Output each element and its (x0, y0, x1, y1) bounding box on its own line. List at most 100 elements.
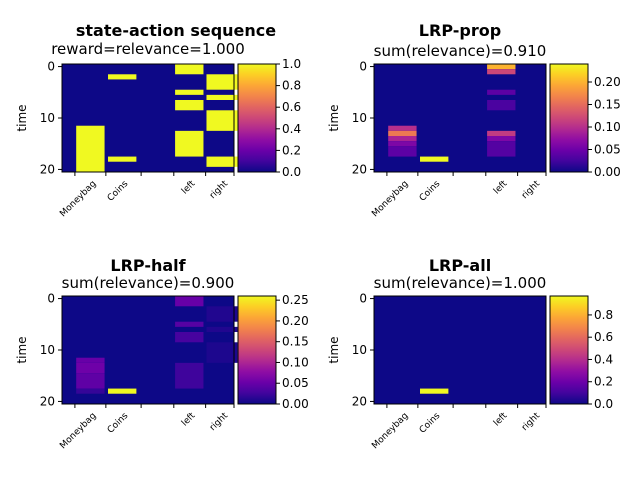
colorbar-tick-label: 0.20 (282, 314, 309, 328)
colorbar-tick-label: 0.00 (594, 165, 621, 179)
chart-subtitle: reward=relevance=1.000 (51, 40, 245, 58)
colorbar (549, 295, 589, 405)
heatmap-cell (76, 357, 105, 363)
heatmap-cell (487, 89, 516, 95)
x-tick-label: Coins (106, 411, 131, 436)
x-tick-label: Coins (418, 411, 443, 436)
y-tick-label: 10 (40, 343, 55, 357)
chart-subtitle: sum(relevance)=0.910 (374, 42, 547, 60)
heatmap-cell (175, 321, 204, 327)
x-tick-label: left (180, 411, 198, 429)
y-tick-label: 0 (359, 60, 367, 74)
colorbar-tick-label: 0.4 (282, 122, 301, 136)
x-tick-label: Coins (418, 179, 443, 204)
y-axis-label: time (327, 336, 341, 363)
heatmap-cell (388, 125, 417, 131)
y-axis-label: time (15, 336, 29, 363)
x-tick-label: left (492, 179, 510, 197)
heatmap-cell (108, 388, 137, 394)
x-tick-label: right (520, 179, 542, 201)
heatmap-cell (206, 326, 238, 332)
colorbar-tick-label: 1.0 (282, 57, 301, 71)
x-tick-label: left (180, 179, 198, 197)
chart-subtitle: sum(relevance)=0.900 (62, 274, 235, 292)
heatmap-cell (108, 156, 137, 162)
colorbar-tick-label: 0.0 (282, 165, 301, 179)
heatmap-cell (175, 130, 204, 157)
colorbar-tick-label: 0.15 (282, 335, 309, 349)
heatmap-cell (487, 130, 516, 136)
chart-title: LRP-prop (419, 21, 501, 40)
colorbar-tick-label: 0.10 (594, 120, 621, 134)
x-tick-label: Moneybag (370, 179, 410, 219)
y-tick-label: 20 (352, 394, 367, 408)
colorbar-tick-label: 0.6 (282, 100, 301, 114)
x-tick-label: Moneybag (58, 179, 98, 219)
colorbar-tick-label: 0.05 (594, 143, 621, 157)
heatmap-cell (487, 64, 516, 70)
x-tick-label: right (208, 179, 230, 201)
chart-subtitle: sum(relevance)=1.000 (374, 274, 547, 292)
x-tick-label: Moneybag (58, 411, 98, 451)
colorbar-tick-label: 0.20 (594, 75, 621, 89)
heatmap-cell (487, 136, 516, 142)
y-tick-label: 10 (352, 111, 367, 125)
heatmap-cell (206, 94, 238, 100)
colorbar-tick-label: 0.6 (594, 330, 613, 344)
colorbar-tick-label: 0.00 (282, 397, 309, 411)
heatmap-cell (487, 69, 516, 75)
y-tick-label: 10 (352, 343, 367, 357)
heatmap-cell (76, 373, 105, 389)
y-tick-label: 20 (40, 162, 55, 176)
heatmap-cell (76, 362, 105, 374)
heatmap-cell (420, 156, 449, 162)
colorbar (237, 295, 277, 405)
colorbar-tick-label: 0.4 (594, 352, 613, 366)
heatmap-cell (175, 64, 204, 75)
heatmap-cell (487, 141, 516, 157)
heatmap-cell (76, 388, 105, 394)
heatmap-cell (388, 136, 417, 142)
x-tick-label: right (520, 411, 542, 433)
heatmap-cell (175, 296, 204, 307)
heatmap-cell (487, 100, 516, 111)
heatmap-cell (420, 388, 449, 394)
y-tick-label: 0 (47, 60, 55, 74)
panel-2: 0 10 20 time Moneybag Coins left right LRP-prop s… (327, 21, 621, 219)
x-tick-label: right (208, 411, 230, 433)
heatmap-cell (388, 141, 417, 147)
heatmap-cell (175, 89, 204, 95)
panel-4: 0 10 20 time Moneybag Coins left right LRP-allsu… (327, 256, 613, 451)
colorbar-tick-label: 0.8 (282, 79, 301, 93)
chart-title: state-action sequence (76, 21, 276, 40)
panel-1: 0 10 20 time Moneybag Coins left right state-act… (15, 21, 301, 219)
x-tick-label: left (492, 411, 510, 429)
colorbar-tick-label: 0.25 (282, 293, 309, 307)
heatmap-cell (175, 100, 204, 111)
colorbar-tick-label: 0.15 (594, 98, 621, 112)
heatmap-cell (175, 362, 204, 389)
y-tick-label: 10 (40, 111, 55, 125)
heatmap-cell (206, 74, 238, 90)
y-axis-label: time (327, 104, 341, 131)
colorbar-tick-label: 0.8 (594, 308, 613, 322)
panel-3: 0 10 20 time Moneybag Coins left right LRP-halfs… (15, 256, 309, 451)
heatmap-cell (206, 306, 238, 322)
heatmap-cell (206, 110, 238, 131)
colorbar (549, 63, 589, 173)
y-tick-label: 20 (352, 162, 367, 176)
y-tick-label: 0 (47, 292, 55, 306)
y-tick-label: 0 (359, 292, 367, 306)
colorbar (237, 63, 277, 173)
colorbar-tick-label: 0.2 (282, 143, 301, 157)
chart-title: LRP-half (110, 256, 186, 275)
colorbar-tick-label: 0.05 (282, 376, 309, 390)
heatmap-cell (175, 332, 204, 343)
heatmap-cell (388, 130, 417, 136)
x-tick-label: Moneybag (370, 411, 410, 451)
colorbar-tick-label: 0.2 (594, 375, 613, 389)
y-axis-label: time (15, 104, 29, 131)
y-tick-label: 20 (40, 394, 55, 408)
chart-title: LRP-all (429, 256, 491, 275)
